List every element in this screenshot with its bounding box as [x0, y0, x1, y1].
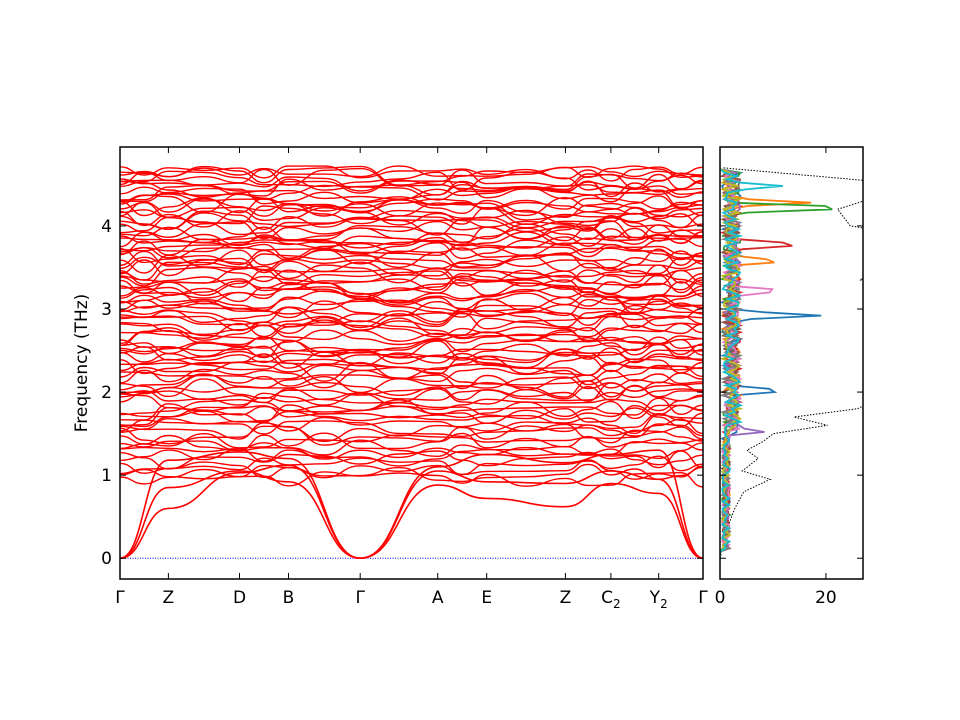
x-tick-label: A — [432, 588, 444, 608]
x-tick-label: Γ — [115, 588, 125, 608]
band-line-optical — [120, 414, 703, 435]
band-line-optical — [120, 424, 703, 446]
x-tick-label: D — [233, 588, 246, 608]
band-plot-frame — [119, 146, 704, 580]
band-line-optical — [120, 193, 703, 210]
band-line-optical — [120, 360, 703, 382]
band-x-ticks: Γ Z D B Γ A E Z C2 Y2 Γ — [115, 147, 708, 611]
band-line-optical — [120, 261, 703, 281]
band-line-la — [120, 449, 703, 560]
band-line-optical — [120, 445, 703, 467]
band-plot: Γ Z D B Γ A E Z C2 Y2 Γ 0 1 2 3 4 Frequency (THz) — [72, 146, 708, 611]
band-line-optical — [120, 193, 703, 214]
band-line-optical — [120, 253, 703, 274]
band-line-optical — [120, 422, 703, 443]
band-y-ticks: 0 1 2 3 4 — [101, 217, 703, 569]
band-line-optical — [120, 320, 703, 340]
band-line-optical — [120, 209, 703, 231]
band-line-optical — [120, 455, 703, 476]
y-tick-label: 2 — [101, 383, 112, 403]
band-line-ta1 — [120, 470, 703, 560]
band-line-optical — [120, 378, 703, 400]
band-line-optical — [120, 345, 703, 366]
band-line-optical — [120, 372, 703, 391]
band-line-optical — [120, 402, 703, 423]
band-line-optical — [120, 312, 703, 332]
band-line-optical — [120, 298, 703, 318]
band-line-optical — [120, 343, 703, 361]
band-line-optical — [120, 223, 703, 241]
band-line-optical — [120, 231, 703, 252]
band-line-optical — [120, 236, 703, 257]
band-line-optical — [120, 442, 703, 460]
band-line-optical — [120, 388, 703, 406]
dos-x-ticks: 0 20 — [715, 147, 837, 608]
band-line-optical — [120, 294, 703, 315]
band-line-optical — [120, 364, 703, 386]
x-tick-label: Γ — [355, 588, 365, 608]
x-tick-label: Γ — [698, 588, 708, 608]
band-line-optical — [120, 351, 703, 371]
band-line-optical — [120, 459, 703, 480]
band-line-optical — [120, 225, 703, 246]
x-tick-label: Z — [163, 588, 175, 608]
band-line-optical — [120, 468, 703, 488]
y-tick-label: 0 — [101, 549, 112, 569]
x-tick-label: Y2 — [649, 588, 668, 611]
band-line-optical — [120, 186, 703, 209]
band-line-optical — [120, 247, 703, 266]
band-line-optical — [120, 315, 703, 336]
dos-plot-background — [720, 147, 863, 579]
band-line-optical — [120, 290, 703, 311]
band-line-optical — [120, 269, 703, 288]
band-line-optical — [120, 167, 703, 187]
band-line-optical — [120, 324, 703, 345]
x-tick-label: C2 — [601, 588, 621, 611]
band-line-optical — [120, 272, 703, 294]
band-line-optical — [120, 338, 703, 359]
band-line-optical — [120, 355, 703, 375]
band-line-optical — [120, 170, 703, 191]
band-line-optical — [120, 366, 703, 389]
dos-plot-frame — [719, 146, 864, 580]
band-line-optical — [120, 205, 703, 226]
band-line-optical — [120, 278, 703, 299]
y-tick-label: 4 — [101, 217, 112, 237]
projected-dos-line — [720, 168, 783, 559]
band-line-optical — [120, 165, 703, 186]
band-line-optical — [120, 281, 703, 301]
x-tick-label: B — [283, 588, 295, 608]
band-line-optical — [120, 392, 703, 412]
y-tick-label: 3 — [101, 300, 112, 320]
band-line-optical — [120, 165, 703, 179]
dos-x-tick-label: 0 — [715, 588, 726, 608]
band-line-optical — [120, 410, 703, 430]
band-line-optical — [120, 304, 703, 324]
dos-lines — [720, 167, 863, 559]
y-axis-label: Frequency (THz) — [72, 294, 92, 433]
x-tick-label: Z — [560, 588, 572, 608]
band-line-optical — [120, 250, 703, 271]
band-line-optical — [120, 243, 703, 264]
dos-y-ticks — [720, 225, 863, 559]
band-line-optical — [120, 308, 703, 329]
y-tick-label: 1 — [101, 466, 112, 486]
x-tick-label: E — [481, 588, 492, 608]
band-line-ta2 — [120, 464, 703, 560]
band-line-optical — [120, 397, 703, 416]
band-line-optical — [120, 216, 703, 236]
band-line-optical — [120, 300, 703, 319]
dos-x-tick-label: 20 — [815, 588, 837, 608]
band-line-optical — [120, 178, 703, 197]
band-line-optical — [120, 463, 703, 483]
band-lines — [120, 165, 703, 560]
dos-plot: 0 20 — [715, 146, 864, 608]
